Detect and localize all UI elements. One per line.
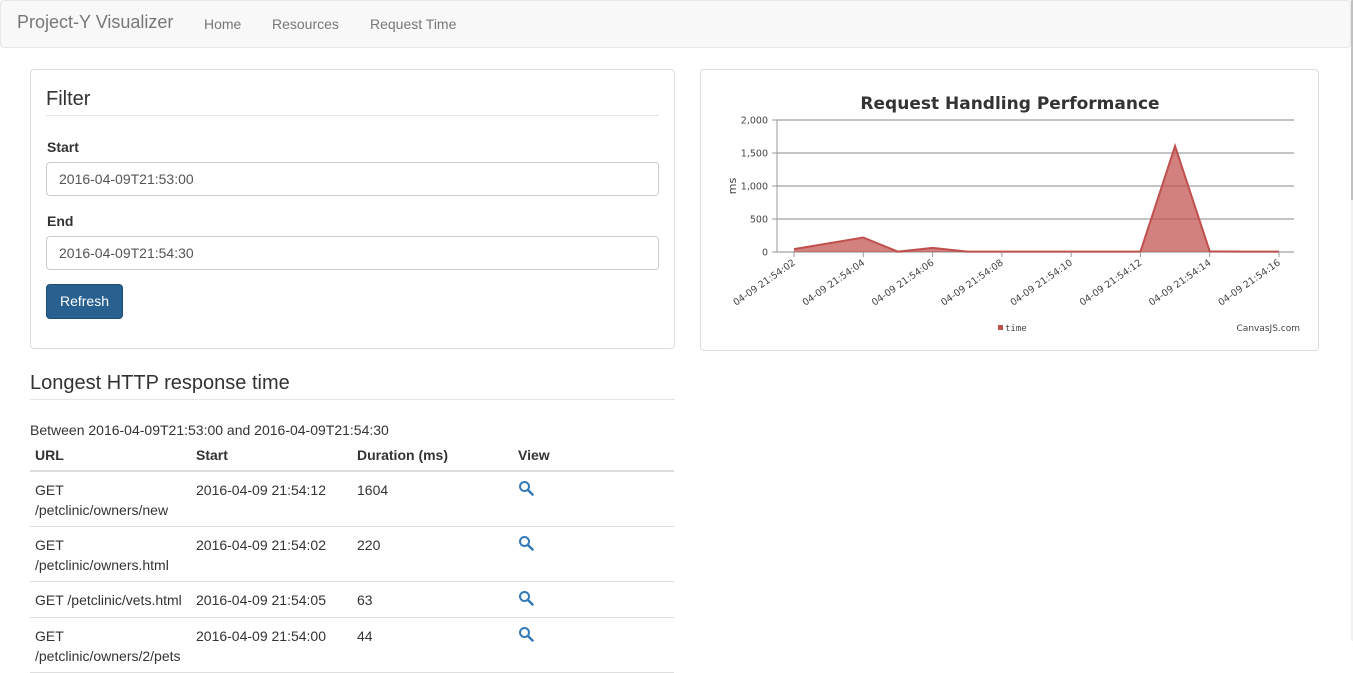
url-path: /petclinic/owners/2/pets [35, 648, 181, 664]
x-tick-label: 04-09 21:54:04 [801, 257, 867, 308]
brand-link[interactable]: Project-Y Visualizer [17, 12, 174, 32]
longest-title: Longest HTTP response time [30, 372, 290, 394]
url-method: GET /petclinic/vets.html [35, 592, 182, 608]
navbar: Project-Y Visualizer Home Resources Requ… [0, 0, 1351, 48]
nav-request-time-link[interactable]: Request Time [370, 16, 457, 32]
x-tick-layer: 04-09 21:54:02 04-09 21:54:04 04-09 21:54:… [731, 252, 1283, 308]
chart-panel: Request Handling Performance ms 0 500 1,00… [700, 69, 1319, 351]
duration-cell: 44 [352, 617, 513, 673]
response-table: URL Start Duration (ms) View GET/petclin… [30, 443, 674, 673]
table-header-row: URL Start Duration (ms) View [30, 443, 674, 472]
duration-cell: 220 [352, 526, 513, 582]
url-path: /petclinic/owners.html [35, 557, 169, 573]
search-icon[interactable] [518, 590, 534, 606]
area-layer [793, 142, 1279, 253]
chart-credit[interactable]: CanvasJS.com [1237, 324, 1300, 334]
between-text: Between 2016-04-09T21:53:00 and 2016-04-… [30, 422, 389, 438]
legend-swatch [998, 325, 1003, 330]
start-input[interactable] [46, 162, 659, 196]
y-tick-label: 1,000 [741, 182, 768, 193]
start-cell: 2016-04-09 21:54:05 [191, 581, 352, 618]
y-tick-label: 500 [750, 215, 768, 226]
grid-layer [772, 119, 1294, 253]
duration-cell: 1604 [352, 471, 513, 527]
end-label: End [47, 213, 74, 229]
start-cell: 2016-04-09 21:54:00 [191, 617, 352, 673]
longest-divider [30, 399, 675, 400]
x-tick-label: 04-09 21:54:06 [870, 257, 936, 308]
y-tick-layer: 0 500 1,000 1,500 2,000 [741, 116, 768, 259]
search-icon[interactable] [518, 480, 534, 496]
start-cell: 2016-04-09 21:54:02 [191, 526, 352, 582]
y-tick-label: 1,500 [741, 149, 768, 160]
nav-home-link[interactable]: Home [204, 16, 242, 32]
series-line-time [793, 142, 1279, 253]
start-label: Start [47, 139, 79, 155]
legend-entry-time: time [1005, 324, 1027, 334]
filter-panel: Filter Start End Refresh [30, 69, 675, 349]
table-row: GET/petclinic/owners/new 2016-04-09 21:5… [30, 471, 674, 527]
x-tick-label: 04-09 21:54:14 [1147, 257, 1213, 308]
url-cell: GET/petclinic/owners/new [30, 471, 191, 527]
end-input[interactable] [46, 236, 659, 270]
y-tick-label: 0 [762, 248, 768, 259]
url-path: /petclinic/owners/new [35, 502, 169, 518]
refresh-button[interactable]: Refresh [46, 284, 123, 319]
y-tick-label: 2,000 [741, 116, 768, 127]
view-cell [513, 526, 674, 582]
filter-title: Filter [46, 88, 91, 110]
scrollbar-thumb[interactable] [1351, 0, 1353, 200]
url-method: GET [35, 482, 64, 498]
view-cell [513, 471, 674, 527]
x-tick-label: 04-09 21:54:08 [939, 257, 1005, 308]
url-method: GET [35, 628, 64, 644]
view-cell [513, 581, 674, 618]
col-start: Start [191, 443, 352, 472]
chart-title: Request Handling Performance [860, 94, 1159, 114]
url-cell: GET/petclinic/owners.html [30, 526, 191, 582]
x-tick-label: 04-09 21:54:02 [731, 257, 797, 308]
col-url: URL [30, 443, 191, 472]
url-method: GET [35, 537, 64, 553]
view-cell [513, 617, 674, 673]
x-tick-label: 04-09 21:54:16 [1216, 257, 1282, 308]
y-axis-label: ms [726, 178, 739, 195]
x-tick-label: 04-09 21:54:10 [1009, 257, 1075, 308]
url-cell: GET /petclinic/vets.html [30, 581, 191, 618]
request-performance-chart: Request Handling Performance ms 0 500 1,00… [726, 94, 1300, 334]
col-view: View [513, 443, 674, 472]
table-row: GET/petclinic/owners/2/pets 2016-04-09 2… [30, 617, 674, 673]
url-cell: GET/petclinic/owners/2/pets [30, 617, 191, 673]
table-row: GET /petclinic/vets.html 2016-04-09 21:5… [30, 581, 674, 618]
filter-divider [46, 115, 659, 116]
series-area-time [794, 146, 1279, 252]
nav-resources-link[interactable]: Resources [272, 16, 339, 32]
duration-cell: 63 [352, 581, 513, 618]
start-cell: 2016-04-09 21:54:12 [191, 471, 352, 527]
page-scrollbar[interactable] [1351, 0, 1353, 641]
x-tick-label: 04-09 21:54:12 [1078, 257, 1144, 308]
table-row: GET/petclinic/owners.html 2016-04-09 21:… [30, 526, 674, 582]
col-duration: Duration (ms) [352, 443, 513, 472]
search-icon[interactable] [518, 535, 534, 551]
search-icon[interactable] [518, 626, 534, 642]
